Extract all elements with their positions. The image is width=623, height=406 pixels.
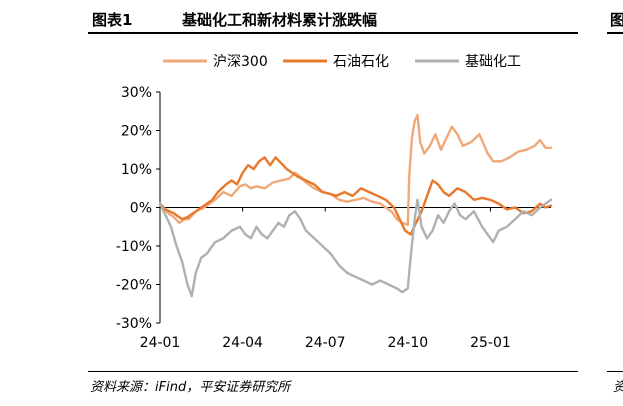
legend-label: 基础化工 xyxy=(465,53,521,70)
y-tick-label: 20% xyxy=(121,124,152,140)
y-tick-label: 10% xyxy=(121,162,152,178)
figure-title: 基础化工和新材料累计涨跌幅 xyxy=(182,11,378,29)
figure-number: 图表1 xyxy=(92,11,133,29)
chart-legend: 沪深300 石油石化 基础化工 xyxy=(163,53,521,70)
x-tick-label: 25-01 xyxy=(470,335,511,351)
source-note: 资料来源：iFind，平安证券研究所 xyxy=(90,380,291,395)
y-axis: 30% 20% 10% 0% -10% -20% -30% xyxy=(116,85,161,332)
legend-label: 沪深300 xyxy=(213,54,268,70)
series-layer xyxy=(158,113,553,298)
x-tick-label: 24-10 xyxy=(387,335,428,351)
y-tick-label: 30% xyxy=(121,85,152,101)
figure-header: 图表1 基础化工和新材料累计涨跌幅 xyxy=(88,6,578,34)
series-line xyxy=(158,156,553,236)
x-tick-label: 24-01 xyxy=(140,335,181,351)
adjacent-source-rule xyxy=(607,371,623,372)
series-line xyxy=(158,198,553,298)
x-axis: 24-01 24-04 24-07 24-10 25-01 xyxy=(140,207,551,351)
adjacent-figure-label: 图 xyxy=(610,9,623,30)
y-tick-label: -30% xyxy=(116,316,152,332)
adjacent-figure-header-fragment: 图 xyxy=(607,6,623,34)
line-chart: 沪深300 石油石化 基础化工 30% 20% 10% 0% -10% -20% -30% 24… xyxy=(116,53,553,351)
y-tick-label: -20% xyxy=(116,278,152,294)
source-rule xyxy=(88,371,578,372)
x-tick-label: 24-07 xyxy=(305,335,346,351)
legend-label: 石油石化 xyxy=(333,54,389,70)
adjacent-source-fragment: 资 xyxy=(613,376,623,395)
series-line xyxy=(158,113,553,226)
x-tick-label: 24-04 xyxy=(222,335,263,351)
y-tick-label: 0% xyxy=(130,201,152,217)
y-tick-label: -10% xyxy=(116,239,152,255)
